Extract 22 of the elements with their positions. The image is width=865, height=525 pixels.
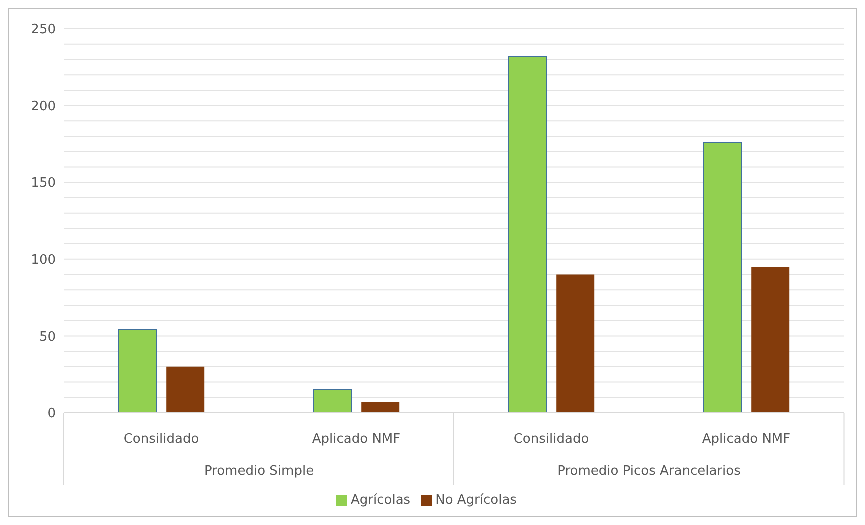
y-tick-label: 100: [31, 253, 56, 268]
text: Promedio Picos Arancelarios: [558, 464, 742, 479]
x-tick-label: Consilidado: [514, 432, 590, 447]
bar: [118, 330, 158, 413]
legend-label: Agrícolas: [351, 493, 411, 508]
bar: [166, 366, 205, 413]
legend-label: No Agrícolas: [436, 493, 517, 508]
bar: [752, 267, 790, 413]
y-tick-label: 200: [31, 99, 56, 114]
bar: [508, 56, 548, 413]
bar: [703, 142, 742, 413]
x-tick-label: Consilidado: [124, 432, 200, 447]
y-tick-label: 0: [48, 406, 56, 422]
text: Promedio Simple: [204, 464, 314, 479]
y-tick-label: 250: [31, 22, 56, 38]
bar: [313, 389, 352, 413]
y-tick-label: 50: [39, 330, 56, 345]
x-tick-label: Aplicado NMF: [702, 432, 791, 447]
bar: [556, 274, 595, 413]
x-tick-label: Aplicado NMF: [312, 432, 401, 447]
y-tick-label: 150: [31, 176, 56, 192]
bar: [362, 402, 400, 413]
